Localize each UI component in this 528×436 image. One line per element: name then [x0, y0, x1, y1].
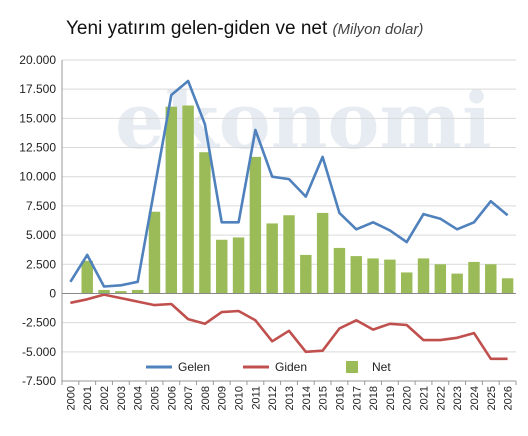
- x-tick-label: 2008: [200, 386, 212, 410]
- net-bar: [98, 289, 110, 294]
- x-tick-label: 2006: [166, 386, 178, 410]
- y-axis: 20.000 17.500 15.000 12.500 10.000 7.500 5.000…: [19, 53, 516, 388]
- net-bar: [400, 272, 413, 294]
- x-tick-label: 2009: [217, 386, 229, 410]
- net-bar: [434, 264, 447, 294]
- x-tick-label: 2007: [183, 386, 195, 410]
- net-bar: [165, 106, 178, 294]
- x-tick-label: 2020: [402, 386, 414, 410]
- x-tick-label: 2010: [234, 386, 246, 410]
- x-tick-label: 2017: [351, 386, 363, 410]
- series-line-gelen: [69, 79, 509, 288]
- chart-title-text: Yeni yatırım gelen-giden ve net: [66, 18, 328, 39]
- x-tick-label: 2025: [486, 386, 498, 410]
- y-tick-label: 20.000: [19, 53, 56, 67]
- net-bar: [417, 258, 430, 294]
- net-bar: [300, 254, 312, 294]
- net-bar: [249, 156, 262, 294]
- net-bar: [148, 211, 161, 294]
- net-bar: [216, 239, 228, 294]
- x-tick-label: 2022: [435, 386, 447, 410]
- x-tick-label: 2003: [116, 386, 128, 410]
- net-bar: [384, 259, 396, 294]
- x-tick-label: 2002: [99, 386, 111, 410]
- series-line-giden: [70, 293, 508, 361]
- x-tick-label: 2024: [469, 386, 481, 410]
- net-bar: [283, 215, 295, 294]
- x-tick-label: 2011: [250, 386, 262, 410]
- net-bar: [350, 256, 362, 294]
- net-bars: [81, 105, 514, 294]
- y-tick-label: 17.500: [19, 82, 56, 96]
- net-bar: [333, 247, 346, 294]
- legend-swatch-net: [346, 361, 358, 373]
- x-tick-label: 2012: [267, 386, 279, 410]
- legend-label-net: Net: [372, 360, 391, 374]
- y-tick-label: 15.000: [19, 111, 56, 125]
- net-bar: [81, 260, 93, 294]
- y-tick-label: 10.000: [19, 170, 56, 184]
- net-bar: [451, 273, 463, 294]
- chart-subtitle: (Milyon dolar): [332, 21, 424, 38]
- x-tick-label: 2005: [150, 386, 162, 410]
- y-tick-label: 2.500: [26, 257, 56, 271]
- y-tick-label: 5.000: [26, 228, 56, 242]
- x-tick-label: 2015: [318, 386, 330, 410]
- x-axis: 2000 2001 2002 2003 2004 2005 2006 2007 2008 2009…: [61, 380, 517, 410]
- net-bar: [367, 258, 379, 294]
- net-bar: [199, 152, 211, 294]
- x-tick-label: 2021: [419, 386, 431, 410]
- x-tick-label: 2023: [452, 386, 464, 410]
- y-tick-label: -5.000: [22, 345, 56, 359]
- y-tick-label: -2.500: [22, 316, 56, 330]
- y-tick-label: 0: [49, 286, 56, 300]
- legend-label-gelen: Gelen: [178, 360, 210, 374]
- y-tick-label: 12.500: [19, 141, 56, 155]
- x-tick-label: 2018: [368, 386, 380, 410]
- x-tick-label: 2016: [334, 386, 346, 410]
- net-bar: [182, 105, 194, 294]
- net-bar: [316, 212, 329, 294]
- y-tick-label: 7.500: [26, 199, 56, 213]
- x-tick-label: 2004: [133, 386, 145, 410]
- net-bar: [501, 278, 514, 294]
- x-tick-label: 2013: [284, 386, 296, 410]
- net-bar: [232, 237, 245, 294]
- net-bar: [115, 291, 127, 294]
- chart-title: Yeni yatırım gelen-giden ve net (Milyon …: [66, 18, 423, 40]
- net-bar: [131, 289, 144, 294]
- x-tick-label: 2026: [503, 386, 515, 410]
- net-bar: [468, 261, 480, 294]
- net-bar: [266, 223, 278, 294]
- y-tick-label: -7.500: [22, 374, 56, 388]
- legend-label-giden: Giden: [275, 360, 307, 374]
- x-tick-label: 2014: [301, 386, 313, 410]
- legend: Gelen Giden Net: [146, 360, 391, 374]
- x-tick-label: 2001: [82, 386, 94, 410]
- x-tick-label: 2019: [385, 386, 397, 410]
- series-lines: [69, 79, 509, 361]
- net-bar: [485, 264, 497, 294]
- x-tick-label: 2000: [65, 386, 77, 410]
